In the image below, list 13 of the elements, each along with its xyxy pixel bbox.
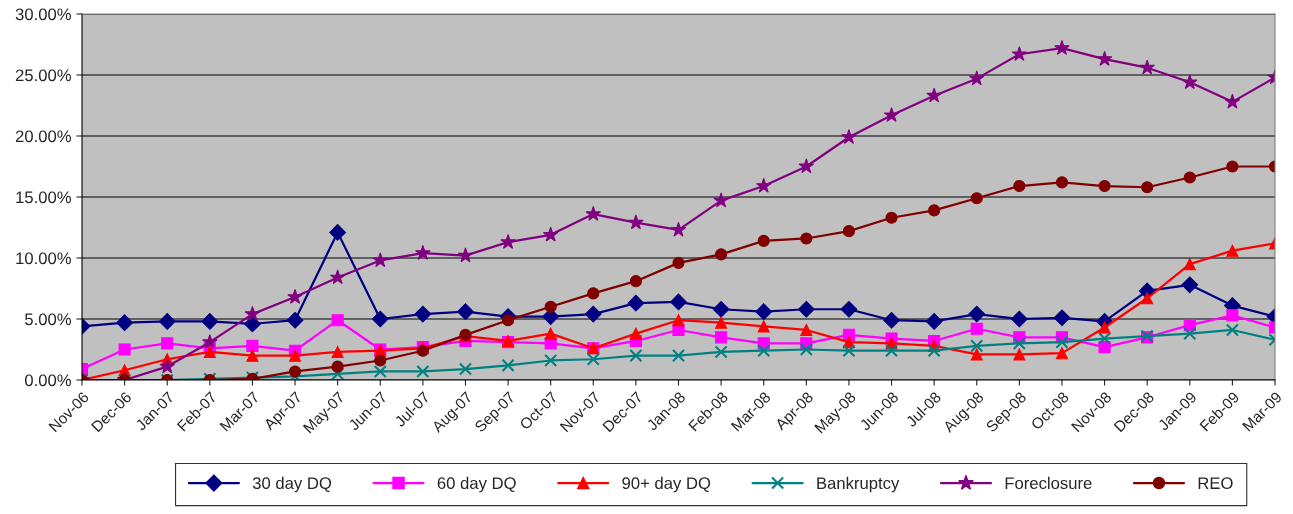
- y-tick-label: 20.00%: [15, 130, 71, 143]
- y-tick-label: 15.00%: [16, 191, 71, 204]
- y-tick-label: 0.00%: [24, 374, 71, 387]
- legend-label: Bankruptcy: [817, 476, 900, 493]
- legend-label: 90+ day DQ: [622, 476, 711, 493]
- y-tick-label: 25.00%: [15, 69, 71, 82]
- y-tick-label: 5.00%: [24, 313, 71, 326]
- legend-label: Foreclosure: [1005, 476, 1092, 490]
- legend-label: 60 day DQ: [437, 476, 516, 493]
- legend-label: REO: [1198, 477, 1233, 490]
- legend-label: 30 day DQ: [252, 476, 332, 493]
- y-tick-label: 30.00%: [15, 8, 71, 21]
- y-tick-label: 10.00%: [16, 252, 71, 265]
